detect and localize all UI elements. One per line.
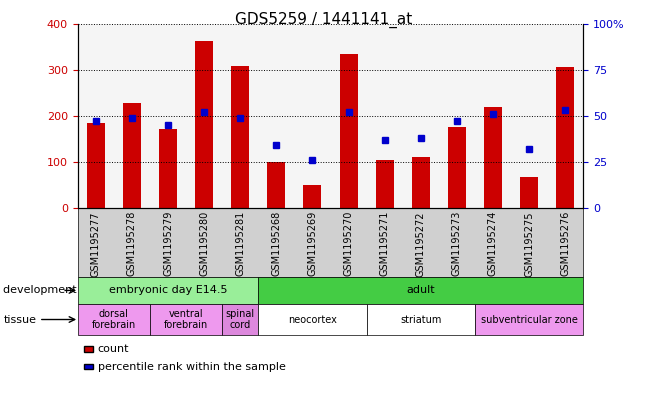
Bar — [376, 160, 394, 208]
Text: striatum: striatum — [400, 314, 441, 325]
Bar — [448, 127, 466, 208]
Text: development stage: development stage — [3, 285, 111, 296]
Text: percentile rank within the sample: percentile rank within the sample — [98, 362, 286, 372]
Text: subventricular zone: subventricular zone — [481, 314, 577, 325]
Bar — [340, 53, 358, 208]
Bar — [484, 107, 502, 208]
Text: neocortex: neocortex — [288, 314, 337, 325]
Text: dorsal
forebrain: dorsal forebrain — [92, 309, 136, 330]
Text: embryonic day E14.5: embryonic day E14.5 — [109, 285, 227, 296]
Bar — [303, 185, 321, 208]
Bar — [411, 158, 430, 208]
Bar — [123, 103, 141, 208]
Text: ventral
forebrain: ventral forebrain — [164, 309, 208, 330]
Bar — [231, 66, 249, 208]
Bar — [159, 129, 177, 208]
Text: adult: adult — [406, 285, 435, 296]
Text: spinal
cord: spinal cord — [226, 309, 255, 330]
Text: tissue: tissue — [3, 314, 36, 325]
Bar — [520, 177, 538, 208]
Bar — [556, 68, 574, 208]
Bar — [87, 123, 105, 208]
Text: count: count — [98, 344, 130, 354]
Bar — [267, 162, 285, 208]
Text: GDS5259 / 1441141_at: GDS5259 / 1441141_at — [235, 12, 413, 28]
Bar — [195, 40, 213, 208]
